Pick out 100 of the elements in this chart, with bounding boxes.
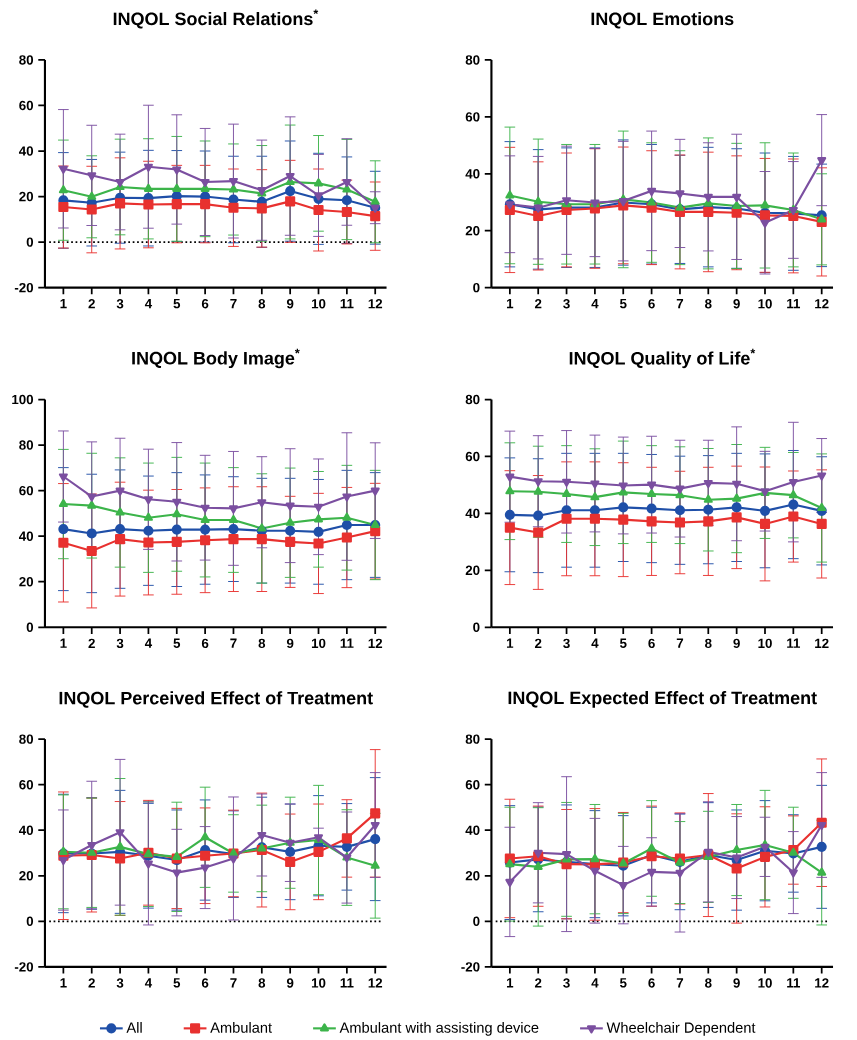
x-tick-label: 7	[676, 638, 684, 648]
x-tick-label: 1	[506, 978, 514, 988]
x-tick-label: 3	[116, 978, 124, 988]
x-tick-label: 2	[534, 638, 542, 648]
x-tick-label: 11	[340, 299, 354, 309]
x-tick-label: 9	[733, 299, 740, 309]
x-tick-label: 8	[258, 978, 266, 988]
x-tick-label: 8	[258, 299, 266, 309]
x-tick-label: 5	[619, 299, 627, 309]
y-tick-label: 20	[465, 226, 480, 236]
x-tick-label: 12	[815, 299, 829, 309]
x-tick-label: 2	[534, 978, 542, 988]
legend-label: Wheelchair Dependent	[606, 1022, 756, 1036]
x-tick-label: 1	[506, 299, 514, 309]
x-tick-label: 11	[787, 638, 801, 648]
y-tick-label: 60	[19, 485, 34, 496]
y-tick-label: 60	[19, 779, 34, 790]
y-tick-label: -20	[461, 962, 480, 972]
legend-label: Ambulant	[210, 1022, 272, 1033]
y-tick-label: 80	[19, 734, 34, 744]
x-tick-label: 11	[787, 978, 801, 988]
x-tick-label: 8	[705, 299, 712, 309]
y-tick-label: 0	[26, 622, 34, 632]
y-tick-label: 40	[18, 825, 34, 835]
x-tick-label: 5	[619, 978, 627, 988]
x-tick-label: 12	[368, 299, 383, 309]
chart-title: INQOL Body Image$^{*}$	[132, 348, 300, 369]
x-tick-label: 6	[648, 638, 655, 649]
y-tick-label: 80	[465, 394, 480, 405]
y-tick-label: 20	[19, 871, 34, 881]
x-tick-label: 6	[201, 299, 209, 309]
x-tick-label: 12	[368, 978, 383, 988]
x-tick-label: 7	[230, 299, 237, 309]
x-tick-label: 8	[705, 978, 712, 988]
y-tick-label: 60	[465, 779, 480, 790]
x-tick-label: 3	[563, 978, 570, 988]
x-tick-label: 7	[676, 978, 684, 988]
y-tick-label: 20	[19, 191, 34, 202]
x-tick-label: 2	[88, 638, 95, 648]
chart-title: INQOL Emotions	[591, 12, 734, 29]
y-tick-label: 60	[465, 112, 480, 122]
x-tick-label: 12	[368, 638, 383, 648]
y-tick-label: -20	[14, 962, 34, 972]
x-tick-label: 9	[733, 978, 740, 988]
x-tick-label: 8	[258, 638, 266, 649]
y-tick-label: 40	[465, 508, 480, 519]
x-tick-label: 7	[230, 638, 237, 648]
x-tick-label: 10	[311, 638, 326, 649]
x-tick-label: 5	[173, 978, 181, 988]
x-tick-label: 11	[787, 299, 801, 309]
y-tick-label: 80	[465, 55, 480, 65]
x-tick-label: 4	[591, 299, 599, 309]
x-tick-label: 5	[173, 638, 181, 648]
x-tick-label: 9	[286, 299, 294, 309]
x-tick-label: 12	[815, 638, 829, 648]
y-tick-label: 0	[473, 282, 480, 293]
y-tick-label: 80	[19, 55, 34, 65]
x-tick-label: 11	[340, 978, 354, 988]
x-tick-label: 1	[60, 638, 67, 648]
x-tick-label: 6	[648, 299, 655, 309]
x-tick-label: 4	[144, 978, 153, 988]
x-tick-label: 2	[534, 299, 542, 309]
y-tick-label: 0	[473, 622, 480, 632]
x-tick-label: 4	[144, 299, 153, 309]
chart-title: INQOL Quality of Life$^{*}$	[569, 348, 756, 369]
x-tick-label: 4	[591, 638, 599, 648]
y-tick-label: 40	[465, 825, 480, 835]
x-tick-label: 6	[201, 978, 209, 988]
y-tick-label: 20	[19, 577, 34, 587]
x-tick-label: 10	[311, 978, 326, 988]
x-tick-label: 2	[88, 299, 95, 309]
y-tick-label: 20	[465, 871, 480, 881]
chart-title: INQOL Expected Effect of Treatment	[508, 691, 817, 708]
x-tick-label: 5	[173, 299, 181, 309]
y-tick-label: 0	[26, 916, 34, 927]
x-tick-label: 9	[733, 638, 740, 649]
y-tick-label: 40	[18, 531, 34, 541]
x-tick-label: 3	[116, 299, 124, 309]
x-tick-label: 10	[758, 299, 772, 309]
x-tick-label: 12	[815, 978, 829, 988]
x-tick-label: 7	[676, 299, 684, 309]
x-tick-label: 2	[88, 978, 95, 988]
x-tick-label: 7	[230, 978, 237, 988]
y-tick-label: 80	[465, 734, 480, 744]
legend-label: Ambulant with assisting device	[339, 1022, 539, 1036]
x-tick-label: 3	[563, 638, 570, 649]
x-tick-label: 10	[311, 299, 326, 309]
x-tick-label: 11	[340, 638, 354, 648]
y-tick-label: 60	[19, 100, 34, 111]
x-tick-label: 10	[758, 978, 772, 988]
x-tick-label: 1	[506, 638, 514, 648]
x-tick-label: 4	[144, 638, 153, 648]
y-tick-label: 40	[465, 169, 480, 179]
y-tick-label: 80	[19, 440, 34, 450]
y-tick-label: 0	[26, 237, 34, 247]
y-tick-label: 60	[465, 451, 480, 462]
x-tick-label: 9	[286, 978, 294, 988]
x-tick-label: 5	[619, 638, 627, 648]
y-tick-label: 20	[465, 565, 480, 576]
y-tick-label: 100	[12, 394, 34, 405]
